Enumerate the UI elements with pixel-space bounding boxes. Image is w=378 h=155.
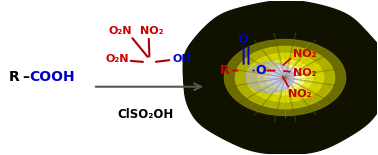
Text: O₂N: O₂N [105,54,129,64]
Text: –: – [23,71,29,84]
Text: O: O [237,33,248,46]
Ellipse shape [271,69,299,86]
Ellipse shape [257,60,313,95]
Ellipse shape [265,65,305,90]
Ellipse shape [235,46,335,109]
Ellipse shape [225,40,345,115]
Text: NO₂: NO₂ [140,26,164,36]
Text: NO₂: NO₂ [293,49,316,59]
Text: O₂N: O₂N [108,26,132,36]
Text: NO₂: NO₂ [288,89,311,99]
Text: O: O [255,64,266,77]
Polygon shape [183,0,378,154]
Text: COOH: COOH [29,71,74,84]
Text: ClSO₂OH: ClSO₂OH [118,108,174,121]
Text: NO₂: NO₂ [293,68,316,78]
Ellipse shape [246,62,294,93]
Ellipse shape [276,72,294,83]
Ellipse shape [246,53,324,102]
Text: R: R [220,64,229,77]
Text: OH: OH [172,54,191,64]
Text: R: R [9,71,20,84]
